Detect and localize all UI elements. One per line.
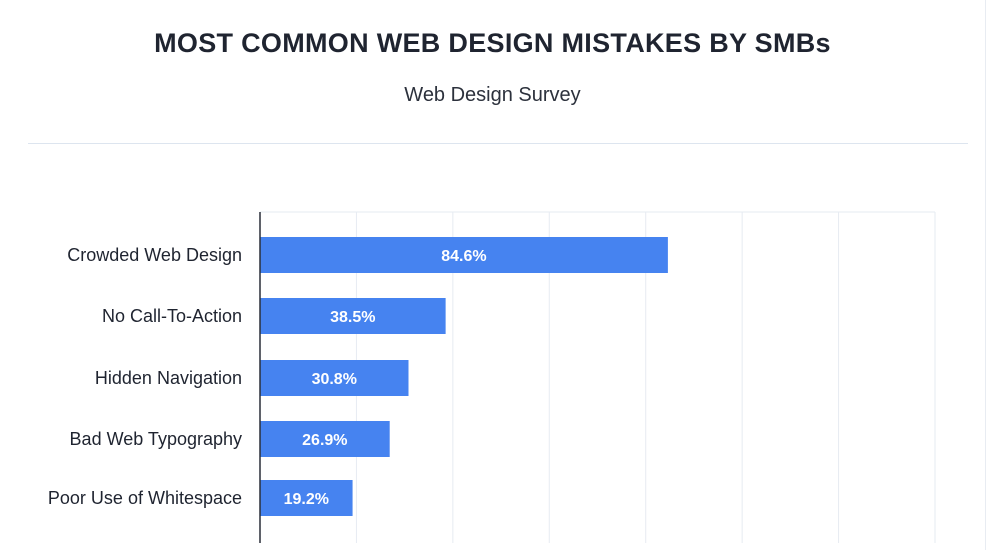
- category-label: No Call-To-Action: [102, 306, 242, 326]
- bar[interactable]: [260, 237, 668, 273]
- category-label: Bad Web Typography: [70, 429, 242, 449]
- chart-subtitle: Web Design Survey: [404, 84, 581, 106]
- bar[interactable]: [260, 360, 409, 396]
- bar[interactable]: [260, 421, 390, 457]
- category-label: Poor Use of Whitespace: [48, 488, 242, 508]
- bar[interactable]: [260, 480, 353, 516]
- chart-title: MOST COMMON WEB DESIGN MISTAKES BY SMBs: [154, 28, 831, 58]
- bar[interactable]: [260, 298, 446, 334]
- category-label: Crowded Web Design: [67, 245, 242, 265]
- category-label: Hidden Navigation: [95, 368, 242, 388]
- bar-value-label: 84.6%: [441, 248, 486, 265]
- bar-value-label: 38.5%: [330, 309, 375, 326]
- category-labels: Crowded Web Design No Call-To-Action Hidde…: [48, 245, 242, 508]
- header-divider: [28, 143, 968, 144]
- bar-value-label: 30.8%: [312, 371, 357, 388]
- bar-value-label: 26.9%: [302, 432, 347, 449]
- bars: 84.6% 38.5% 30.8% 26.9% 19.2%: [260, 237, 668, 516]
- bar-value-label: 19.2%: [284, 491, 329, 508]
